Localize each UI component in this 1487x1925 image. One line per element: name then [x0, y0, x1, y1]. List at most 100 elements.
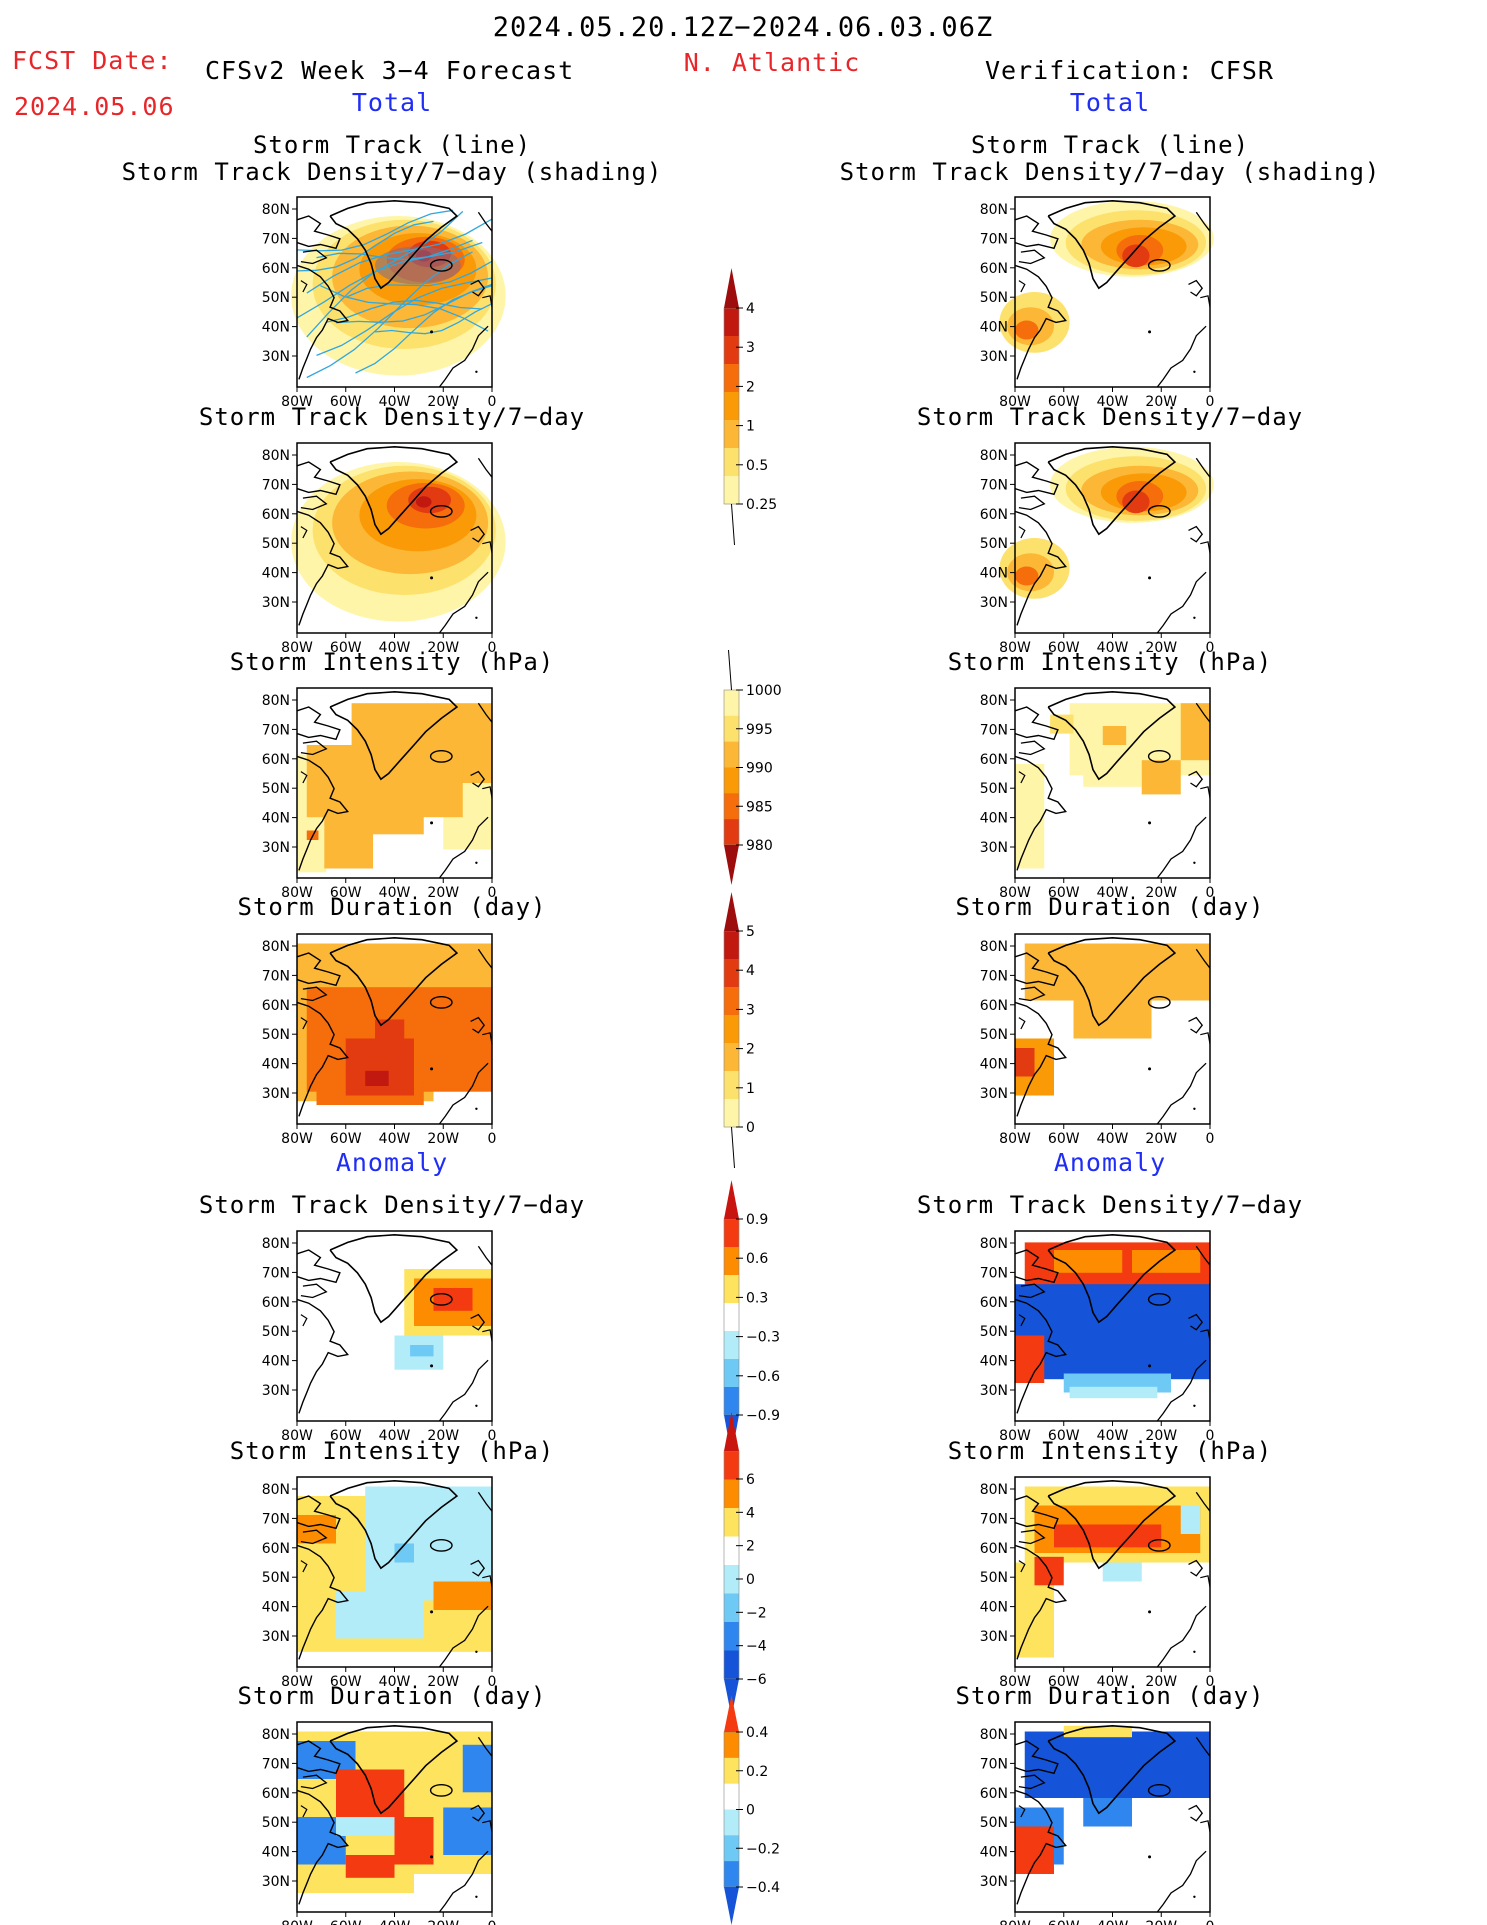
colorbar-tick-label: 2	[746, 379, 755, 395]
lon-tick-label: 20W	[427, 1131, 459, 1147]
lat-tick-label: 50N	[980, 1570, 1008, 1586]
lon-tick-label: 20W	[1145, 885, 1177, 901]
colorbar-tick-label: −0.4	[746, 1880, 780, 1896]
lon-tick-label: 80W	[281, 640, 313, 656]
lon-tick-label: 0	[1206, 1428, 1215, 1444]
lon-tick-label: 40W	[379, 1131, 411, 1147]
lon-tick-label: 40W	[1097, 1919, 1129, 1925]
lat-tick-label: 40N	[980, 1845, 1008, 1861]
lon-tick-label: 80W	[999, 1919, 1031, 1925]
panel-title-storm-track-left: Storm Track (line) Storm Track Density/7−…	[121, 131, 663, 186]
lon-tick-label: 20W	[1145, 1919, 1177, 1925]
colorbar-tick-label: 2	[746, 1042, 755, 1058]
lat-tick-label: 70N	[262, 1265, 290, 1281]
colorbar-tick-label: 0.3	[746, 1290, 768, 1306]
lon-tick-label: 40W	[1097, 640, 1129, 656]
lat-tick-label: 50N	[980, 1815, 1008, 1831]
lat-tick-label: 50N	[262, 290, 290, 306]
colorbar-tick-label: 0.6	[746, 1251, 768, 1267]
lon-tick-label: 80W	[281, 885, 313, 901]
lon-tick-label: 20W	[427, 394, 459, 410]
lon-tick-label: 60W	[330, 1674, 362, 1690]
lon-tick-label: 40W	[1097, 1428, 1129, 1444]
lon-tick-label: 20W	[427, 885, 459, 901]
lat-tick-label: 50N	[980, 290, 1008, 306]
lat-tick-label: 40N	[980, 320, 1008, 336]
lon-tick-label: 40W	[379, 394, 411, 410]
panel-title-duration-right: Storm Duration (day)	[955, 893, 1265, 921]
lat-tick-label: 30N	[262, 840, 290, 856]
map-panel-6-verification: 80N 70N 60N 50N 40N 30N 80W 60W 40W 20W 0	[980, 1476, 1214, 1690]
map-panel-5-verification: 80N 70N 60N 50N 40N 30N 80W 60W 40W 20W 0	[980, 1230, 1215, 1444]
colorbar-tick-label: 1000	[746, 683, 782, 699]
panel-title-intensity-anom-right: Storm Intensity (hPa)	[947, 1437, 1273, 1465]
lat-tick-label: 30N	[980, 1874, 1008, 1890]
lat-tick-label: 50N	[262, 536, 290, 552]
map-panel-4-forecast: 80N 70N 60N 50N 40N 30N 80W 60W 40W 20W 0	[262, 933, 497, 1147]
lat-tick-label: 80N	[262, 202, 290, 218]
lon-tick-label: 80W	[999, 1674, 1031, 1690]
map-panel-5-forecast: 80N 70N 60N 50N 40N 30N 80W 60W 40W 20W 0	[262, 1230, 496, 1444]
lon-tick-label: 60W	[330, 885, 362, 901]
lat-tick-label: 70N	[980, 968, 1008, 984]
lat-tick-label: 30N	[262, 1086, 290, 1102]
lat-tick-label: 80N	[980, 1727, 1008, 1743]
panel-title-duration-anom-left: Storm Duration (day)	[237, 1682, 547, 1710]
lon-tick-label: 60W	[330, 394, 362, 410]
colorbar-tick-label: 985	[746, 799, 773, 815]
lon-tick-label: 80W	[999, 1428, 1031, 1444]
colorbar-tick-label: 980	[746, 838, 773, 854]
lon-tick-label: 60W	[1048, 885, 1080, 901]
lon-tick-label: 0	[488, 885, 497, 901]
lat-tick-label: 50N	[262, 1815, 290, 1831]
region-title: N. Atlantic	[683, 48, 861, 77]
panel-title-storm-track-right: Storm Track (line) Storm Track Density/7−…	[839, 131, 1381, 186]
lat-tick-label: 50N	[262, 1027, 290, 1043]
colorbar-tick-label: 0	[746, 1120, 755, 1136]
panel-title-intensity-left: Storm Intensity (hPa)	[229, 648, 555, 676]
lon-tick-label: 40W	[379, 885, 411, 901]
colorbar-tick-label: 4	[746, 1505, 755, 1521]
map-panel-3-forecast: 80N 70N 60N 50N 40N 30N 80W 60W 40W 20W 0	[262, 687, 497, 901]
lon-tick-label: 40W	[1097, 1674, 1129, 1690]
lon-tick-label: 60W	[1048, 394, 1080, 410]
lat-tick-label: 70N	[980, 477, 1008, 493]
lat-tick-label: 60N	[262, 1295, 290, 1311]
fcst-date-value: 2024.05.06	[14, 92, 175, 121]
lat-tick-label: 30N	[980, 1086, 1008, 1102]
colorbar-tick-label: 5	[746, 924, 755, 940]
colorbar-tick-label: −4	[746, 1639, 767, 1655]
lon-tick-label: 0	[488, 1131, 497, 1147]
colorbar-tick-label: −0.9	[746, 1408, 780, 1424]
lon-tick-label: 80W	[281, 1919, 313, 1925]
lat-tick-label: 60N	[262, 1541, 290, 1557]
lon-tick-label: 0	[488, 1674, 497, 1690]
lat-tick-label: 50N	[262, 1324, 290, 1340]
colorbar-tick-label: 2	[746, 1539, 755, 1555]
lon-tick-label: 60W	[1048, 1919, 1080, 1925]
lon-tick-label: 60W	[330, 1131, 362, 1147]
colorbar-tick-label: −2	[746, 1605, 767, 1621]
lat-tick-label: 30N	[262, 1874, 290, 1890]
colorbar-tick-label: 0.25	[746, 497, 777, 513]
lat-tick-label: 50N	[980, 1324, 1008, 1340]
colorbar-tick-label: 995	[746, 722, 773, 738]
lon-tick-label: 20W	[1145, 640, 1177, 656]
anomaly-label-right: Anomaly	[1053, 1148, 1167, 1177]
lat-tick-label: 80N	[980, 1482, 1008, 1498]
lat-tick-label: 80N	[262, 1236, 290, 1252]
lat-tick-label: 30N	[980, 840, 1008, 856]
colorbar-tick-label: 1	[746, 419, 755, 435]
lat-tick-label: 30N	[262, 1629, 290, 1645]
map-panel-6-forecast: 80N 70N 60N 50N 40N 30N 80W 60W 40W 20W 0	[262, 1476, 497, 1690]
lon-tick-label: 0	[1206, 394, 1215, 410]
lat-tick-label: 60N	[262, 752, 290, 768]
lon-tick-label: 40W	[379, 1428, 411, 1444]
lon-tick-label: 0	[488, 1919, 497, 1925]
panel-title-intensity-anom-left: Storm Intensity (hPa)	[229, 1437, 555, 1465]
lat-tick-label: 30N	[980, 1383, 1008, 1399]
lat-tick-label: 30N	[980, 1629, 1008, 1645]
lon-tick-label: 20W	[1145, 1428, 1177, 1444]
lat-tick-label: 50N	[980, 781, 1008, 797]
lon-tick-label: 40W	[1097, 885, 1129, 901]
